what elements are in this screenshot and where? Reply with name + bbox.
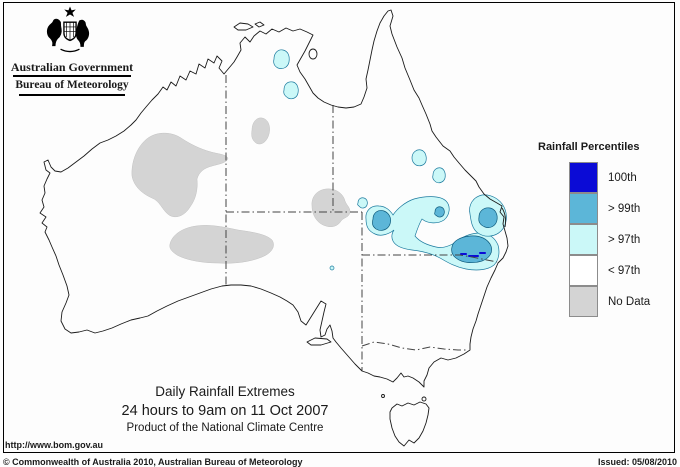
- legend-row-gt97: > 97th: [569, 223, 650, 255]
- legend-swatch-100th: [569, 161, 598, 193]
- fraser-island: [501, 207, 507, 228]
- map-title: Daily Rainfall Extremes: [155, 384, 295, 399]
- gt99-east-core: [478, 207, 498, 228]
- tiwi-islands: [233, 21, 265, 31]
- bureau-underline: [19, 94, 125, 96]
- gt97-tiny-dot-sa: [329, 265, 335, 271]
- tasmania-outline: [389, 401, 430, 447]
- legend-row-lt97: < 97th: [569, 254, 650, 286]
- map-frame: [3, 2, 675, 453]
- flinders-island: [421, 396, 427, 402]
- legend-row-nodata: No Data: [569, 285, 651, 317]
- crest-star-icon: [64, 6, 76, 17]
- legend-label-100th: 100th: [608, 171, 637, 184]
- crest-shield-hatch: [63, 22, 77, 40]
- map-product-line: Product of the National Climate Centre: [126, 422, 324, 434]
- crest-emu-icon: [75, 19, 90, 47]
- legend-title: Rainfall Percentiles: [538, 141, 640, 153]
- australian-government-label: Australian Government: [10, 60, 134, 74]
- legend-label-nodata: No Data: [608, 295, 651, 308]
- rainfall-100th-marks: [460, 252, 486, 257]
- groote-island: [308, 48, 318, 60]
- legend-swatch-gt99: [569, 192, 598, 224]
- gt97-top-end-2: [283, 81, 299, 100]
- gt99-south-core: [451, 235, 492, 264]
- coastline: [39, 9, 509, 447]
- legend-swatch-lt97: [569, 254, 598, 286]
- no-data-regions: [131, 117, 351, 264]
- gt99-middle-dot: [434, 206, 445, 218]
- crest-scroll-icon: [60, 48, 80, 53]
- map-subtitle: 24 hours to 9am on 11 Oct 2007: [121, 403, 329, 419]
- no-data-region-southern-interior: [169, 225, 274, 264]
- no-data-region-nt: [251, 117, 270, 145]
- legend-label-gt97: > 97th: [608, 233, 641, 246]
- gt97-central-qld-1: [411, 149, 427, 167]
- legend-swatch-nodata: [569, 285, 598, 317]
- no-data-region-central-wa: [131, 132, 229, 218]
- border-nsw-vic: [361, 341, 468, 351]
- bureau-of-meteorology-label: Bureau of Meteorology: [15, 79, 129, 91]
- state-borders: [225, 75, 498, 371]
- government-underline: [13, 75, 131, 77]
- australian-coat-of-arms-logo: [46, 6, 90, 53]
- king-island: [381, 394, 385, 398]
- kangaroo-island: [306, 337, 332, 346]
- legend-label-gt99: > 99th: [608, 202, 641, 215]
- mainland-outline: [39, 9, 509, 388]
- gt97-top-end-1: [273, 49, 290, 69]
- legend: 100th > 99th > 97th < 97th No Data: [569, 161, 651, 317]
- crest-kangaroo-icon: [46, 18, 62, 47]
- legend-label-lt97: < 97th: [608, 264, 641, 277]
- rainfall-gt99-regions: [372, 206, 498, 264]
- copyright-text: © Commonwealth of Australia 2010, Austra…: [3, 457, 303, 467]
- gt97-nt-qld-border-dot: [357, 197, 368, 209]
- legend-row-100th: 100th: [569, 161, 650, 193]
- gt97-central-qld-2: [432, 167, 446, 184]
- map-title-block: Daily Rainfall Extremes 24 hours to 9am …: [40, 384, 410, 434]
- border-qld-nsw: [362, 254, 498, 263]
- legend-row-gt99: > 99th: [569, 192, 650, 224]
- gt99-west-core: [372, 210, 391, 231]
- bom-url-link[interactable]: http://www.bom.gov.au: [5, 440, 103, 450]
- legend-swatch-gt97: [569, 223, 598, 255]
- issued-date: Issued: 05/08/2010: [597, 457, 677, 467]
